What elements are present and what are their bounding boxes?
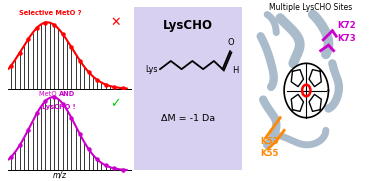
Text: m/z: m/z (53, 170, 67, 179)
Text: MetO: MetO (39, 91, 59, 97)
Text: K53: K53 (261, 137, 279, 146)
Text: K55: K55 (261, 149, 279, 158)
Text: ✕: ✕ (110, 16, 121, 29)
Text: H: H (232, 66, 238, 75)
Text: Selective MetO ?: Selective MetO ? (19, 10, 82, 16)
Text: ✓: ✓ (110, 97, 121, 110)
Text: Lys: Lys (145, 65, 158, 74)
Text: O: O (227, 38, 234, 47)
Text: K73: K73 (338, 33, 356, 43)
Text: LysCHO !: LysCHO ! (42, 104, 75, 110)
Text: K72: K72 (338, 21, 356, 30)
Text: AND: AND (59, 91, 75, 97)
Text: LysCHO: LysCHO (163, 19, 213, 32)
FancyBboxPatch shape (131, 4, 245, 173)
Text: Multiple LysCHO Sites: Multiple LysCHO Sites (268, 3, 352, 12)
Text: ΔM = -1 Da: ΔM = -1 Da (161, 113, 215, 123)
